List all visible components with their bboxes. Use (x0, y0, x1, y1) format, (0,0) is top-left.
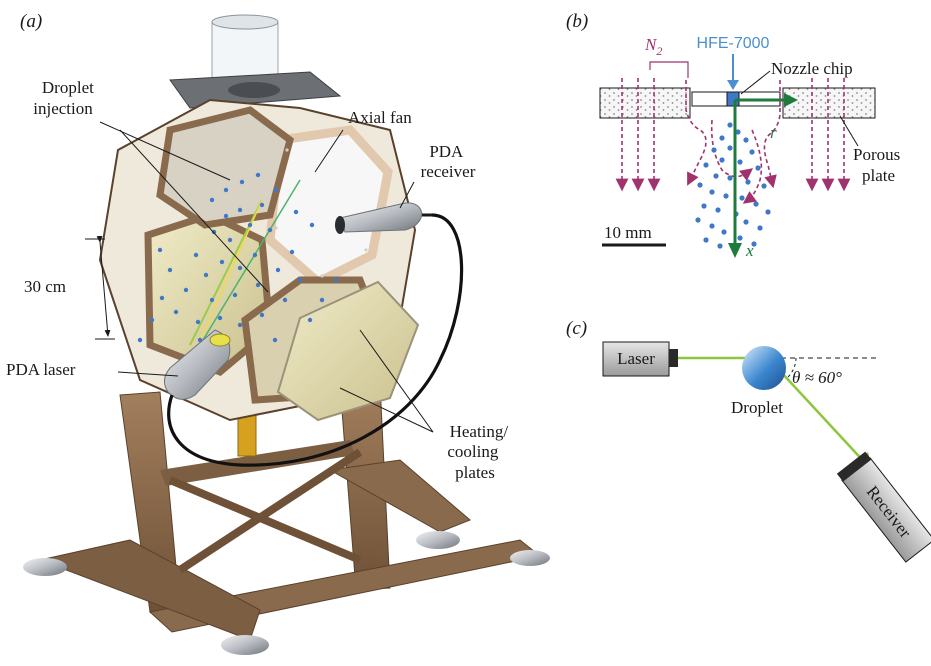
droplet-sphere (742, 346, 786, 390)
panel-a-tag: (a) (20, 11, 42, 32)
support-stand (23, 383, 550, 655)
label-axial-fan: Axial fan (348, 108, 412, 127)
label-r-axis: r (770, 123, 777, 142)
porous-plate-left (599, 87, 691, 119)
label-scale-30cm: 30 cm (24, 277, 66, 296)
label-hfe-7000: HFE-7000 (697, 35, 770, 52)
gas-flow-arrows (615, 78, 851, 204)
foot-front (221, 635, 269, 655)
foot-right (416, 531, 460, 549)
top-assembly (169, 14, 342, 109)
chamber (98, 98, 420, 422)
label-x-axis: x (745, 241, 754, 260)
label-heating-cooling: Heating/ cooling plates (447, 422, 512, 482)
label-scale-10mm: 10 mm (604, 223, 652, 242)
spray-droplets (695, 122, 771, 249)
label-angle: θ ≈ 60° (792, 368, 842, 387)
panel-b: (b) N2 (566, 11, 904, 260)
label-nozzle-chip: Nozzle chip (771, 59, 853, 78)
label-laser: Laser (617, 349, 655, 368)
foot-back (510, 550, 550, 566)
nozzle-leader (740, 70, 771, 95)
scattered-beam (767, 357, 869, 467)
panel-b-tag: (b) (566, 11, 588, 32)
porous-leader (839, 115, 859, 147)
pda-laser (164, 329, 231, 400)
panel-a: (a) (6, 11, 550, 655)
laser-aperture (669, 349, 678, 367)
fiber-cable (167, 213, 464, 467)
panel-c-tag: (c) (566, 318, 587, 339)
label-n2: N2 (644, 35, 662, 58)
label-porous-plate: Porous plate (853, 145, 904, 185)
droplet-cloud (137, 172, 339, 343)
heating-cooling-plate (276, 280, 420, 422)
foot-left (23, 558, 67, 576)
label-pda-receiver: PDA receiver (421, 142, 476, 181)
panel-c: (c) Laser Droplet θ ≈ 60° Receiver (566, 318, 931, 563)
leader-lines (99, 121, 434, 433)
pda-receiver (335, 202, 432, 234)
angle-arc (786, 357, 797, 379)
scale-bar-30cm (85, 235, 115, 340)
porous-plate-right (782, 87, 876, 119)
label-droplet-injection: Droplet injection (33, 78, 98, 118)
label-pda-laser: PDA laser (6, 360, 76, 379)
label-droplet: Droplet (731, 398, 783, 417)
receiver-box: Receiver (836, 451, 931, 563)
